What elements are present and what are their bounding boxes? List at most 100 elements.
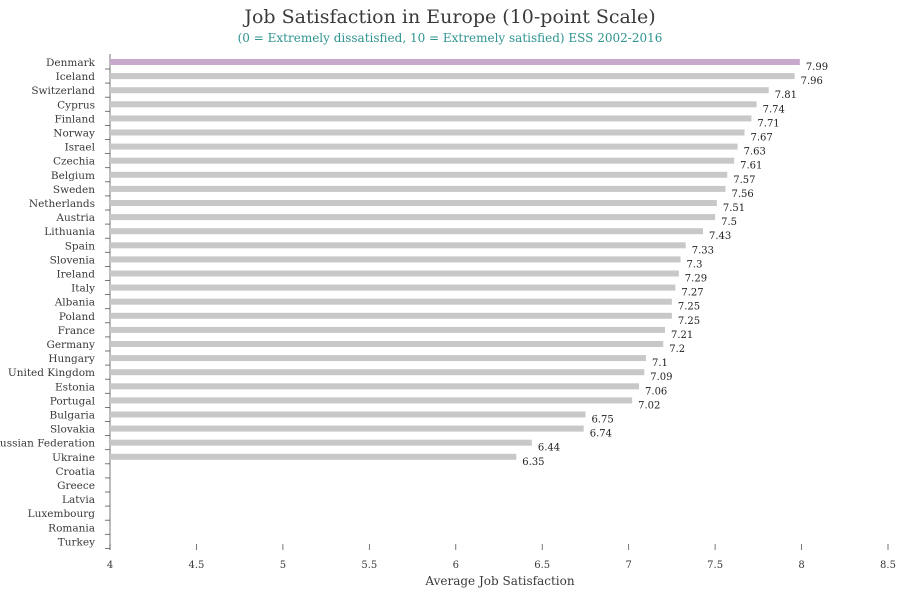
y-tick-label: Spain: [65, 240, 96, 252]
bar: [110, 228, 704, 235]
y-tick-label: Belgium: [51, 170, 95, 182]
y-tick-label: Albania: [54, 297, 95, 309]
data-label: 7.33: [692, 245, 714, 256]
bar: [110, 59, 800, 65]
x-tick-label: 4: [107, 560, 113, 571]
data-label: 7.27: [681, 288, 703, 299]
bar: [110, 312, 672, 319]
y-tick-label: Cyprus: [57, 99, 95, 111]
data-label: 7.29: [685, 274, 707, 285]
x-tick-label: 4.5: [188, 560, 204, 571]
y-tick-label: Bulgaria: [50, 410, 95, 422]
bar: [110, 157, 735, 164]
data-label: 7.99: [806, 62, 828, 73]
data-label: 7.25: [678, 316, 700, 327]
data-label: 7.21: [671, 330, 693, 341]
y-tick-label: Luxembourg: [28, 508, 96, 520]
x-tick-label: 8: [798, 560, 804, 571]
y-tick-label: Finland: [54, 113, 95, 125]
y-tick-label: Croatia: [56, 466, 95, 478]
y-tick-label: Turkey: [58, 536, 95, 548]
y-tick-label: Germany: [46, 339, 95, 351]
bar: [110, 101, 757, 108]
data-label: 7.06: [645, 386, 667, 397]
y-tick-label: Greece: [57, 480, 95, 492]
y-tick-label: Austria: [55, 212, 95, 224]
bar: [110, 256, 681, 263]
x-tick-label: 6: [453, 560, 459, 571]
data-label: 7.09: [650, 372, 672, 383]
y-tick-label: Latvia: [62, 494, 95, 506]
bar: [110, 341, 664, 347]
bar: [110, 453, 517, 460]
y-tick-label: Poland: [59, 311, 95, 323]
x-tick-label: 8.5: [880, 560, 896, 571]
x-tick-label: 5.5: [361, 560, 377, 571]
data-label: 7.56: [731, 189, 753, 200]
y-tick-label: Russian Federation: [0, 438, 95, 450]
y-tick-label: Norway: [53, 128, 95, 140]
data-label: 7.57: [733, 175, 755, 186]
data-label: 7.25: [678, 302, 700, 313]
bar: [110, 214, 716, 221]
bar: [110, 383, 640, 390]
bar: [110, 411, 586, 418]
bar: [110, 270, 679, 277]
y-tick-label: Slovakia: [50, 424, 95, 436]
bar: [110, 355, 646, 362]
y-tick-label: Israel: [65, 142, 96, 154]
bar: [110, 284, 676, 291]
bar: [110, 369, 645, 376]
bar: [110, 326, 665, 333]
y-tick-label: Ukraine: [52, 452, 95, 464]
y-tick-label: Denmark: [46, 57, 96, 69]
data-label: 7.67: [751, 133, 773, 144]
y-tick-label: Slovenia: [50, 254, 95, 266]
data-label: 7.5: [721, 217, 737, 228]
bar: [110, 73, 795, 80]
data-label: 7.2: [669, 344, 685, 355]
bar: [110, 439, 532, 446]
bar: [110, 397, 633, 404]
y-tick-label: Romania: [48, 522, 95, 534]
data-label: 7.43: [709, 231, 731, 242]
data-label: 7.1: [652, 358, 668, 369]
data-label: 6.74: [590, 429, 612, 440]
bar: [110, 185, 726, 192]
data-label: 6.75: [591, 415, 613, 426]
y-tick-label: Portugal: [50, 395, 96, 407]
data-label: 7.71: [757, 118, 779, 129]
y-tick-label: Sweden: [53, 184, 95, 196]
y-tick-label: United Kingdom: [8, 367, 95, 379]
data-label: 7.02: [638, 400, 660, 411]
x-axis-label: Average Job Satisfaction: [424, 574, 574, 588]
y-tick-label: Netherlands: [29, 198, 95, 210]
bar: [110, 298, 672, 305]
data-label: 6.44: [538, 443, 560, 454]
chart-title: Job Satisfaction in Europe (10-point Sca…: [244, 6, 656, 28]
y-tick-label: France: [58, 325, 95, 337]
data-label: 7.96: [801, 76, 823, 87]
y-tick-label: Hungary: [48, 353, 95, 365]
bar: [110, 115, 752, 122]
y-tick-label: Estonia: [55, 381, 95, 393]
data-label: 7.3: [687, 259, 703, 270]
data-label: 7.74: [763, 104, 785, 115]
data-label: 6.35: [522, 457, 544, 468]
y-tick-label: Iceland: [56, 71, 96, 83]
bar: [110, 171, 728, 178]
x-tick-label: 7.5: [707, 560, 723, 571]
y-tick-label: Czechia: [53, 156, 95, 168]
bar: [110, 129, 745, 136]
data-label: 7.81: [775, 90, 797, 101]
data-label: 7.51: [723, 203, 745, 214]
y-tick-label: Ireland: [57, 269, 96, 281]
y-tick-label: Italy: [71, 283, 95, 295]
y-tick-label: Lithuania: [44, 226, 95, 238]
x-tick-label: 6.5: [534, 560, 550, 571]
data-label: 7.61: [740, 161, 762, 172]
bar: [110, 425, 584, 432]
bar: [110, 87, 769, 94]
y-tick-label: Switzerland: [31, 85, 95, 97]
